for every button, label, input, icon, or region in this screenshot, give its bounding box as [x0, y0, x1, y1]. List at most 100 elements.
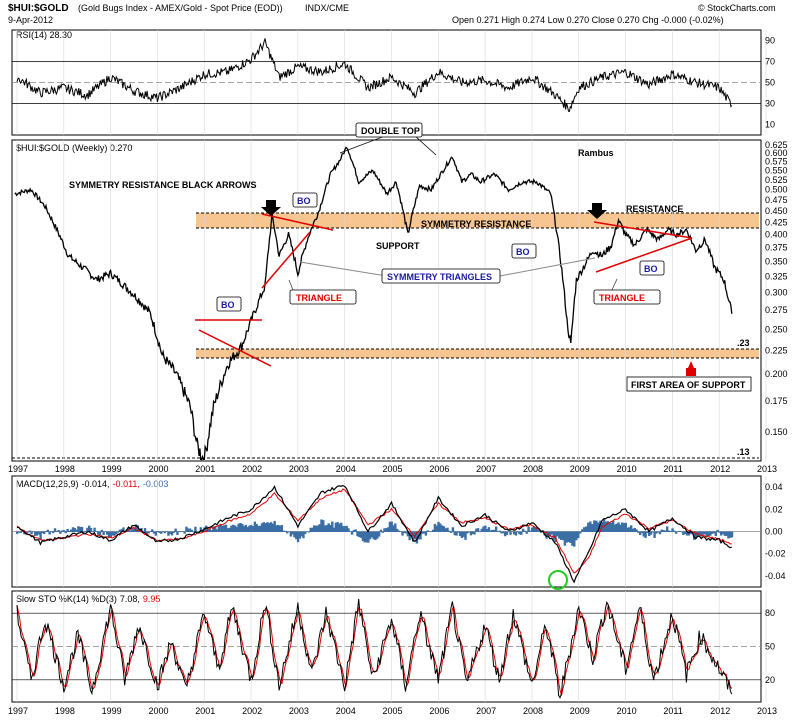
macd-histogram-bar	[48, 531, 51, 535]
macd-histogram-bar	[91, 531, 95, 533]
bo-label-4: BO	[644, 264, 658, 274]
macd-histogram-bar	[512, 531, 516, 535]
macd-histogram-bar	[152, 531, 156, 534]
macd-histogram-bar	[158, 531, 161, 534]
triangle-right-upper-line	[593, 221, 693, 239]
macd-histogram-bar	[642, 531, 645, 537]
macd-histogram-bar	[115, 531, 118, 535]
x-tick-label-lower: 1997	[8, 706, 28, 716]
macd-histogram-bar	[431, 529, 435, 532]
x-tick-label-upper: 2006	[429, 464, 449, 474]
macd-histogram-bar	[167, 531, 170, 536]
macd-histogram-bar	[323, 525, 327, 532]
macd-histogram-bar	[554, 531, 557, 543]
macd-histogram-bar	[291, 531, 294, 535]
sto-title: Slow STO %K(14) %D(3) 7.08, 9.95	[16, 594, 160, 604]
macd-histogram-bar	[73, 527, 77, 532]
triangle-left-label: TRIANGLE	[296, 293, 342, 303]
macd-histogram-bar	[327, 523, 330, 532]
macd-histogram-bar	[329, 525, 332, 532]
macd-histogram-bar	[106, 531, 109, 535]
x-tick-label-lower: 2012	[710, 706, 730, 716]
macd-value-2: -0.011,	[113, 479, 140, 489]
macd-histogram-bar	[266, 522, 269, 532]
macd-histogram-bar	[257, 525, 260, 532]
macd-histogram-bar	[50, 531, 53, 532]
macd-histogram-bar	[102, 531, 105, 535]
macd-histogram-bar	[314, 525, 318, 532]
macd-histogram-bar	[462, 531, 465, 537]
macd-histogram-bar	[484, 525, 487, 532]
macd-histogram-bar	[334, 522, 338, 532]
stockcharts-watermark: © StockCharts.com	[698, 3, 776, 13]
macd-histogram-bar	[624, 522, 627, 532]
macd-histogram-bar	[525, 531, 528, 534]
macd-title: MACD(12,26,9) -0.014, -0.011, -0.003	[16, 479, 168, 489]
macd-histogram-bar	[545, 531, 548, 539]
macd-histogram-bar	[392, 525, 395, 532]
macd-histogram-bar	[336, 522, 339, 532]
macd-histogram-bar	[379, 529, 383, 532]
rsi-title: RSI(14) 28.30	[16, 30, 72, 40]
macd-histogram-bar	[496, 531, 500, 532]
macd-histogram-bar	[440, 525, 444, 532]
macd-histogram-bar	[475, 528, 478, 532]
price-y-tick-label: 0.325	[765, 271, 788, 281]
macd-histogram-bar	[705, 531, 708, 537]
price-y-tick-label: 0.500	[765, 185, 788, 195]
macd-histogram-bar	[415, 531, 419, 544]
macd-histogram-bar	[403, 531, 406, 534]
macd-histogram-bar	[406, 531, 410, 537]
macd-histogram-bar	[275, 525, 278, 532]
macd-histogram-bar	[633, 527, 636, 532]
bo-box-1	[216, 296, 242, 312]
macd-histogram-bar	[271, 523, 275, 532]
x-tick-label-lower: 2009	[570, 706, 590, 716]
macd-histogram-bar	[534, 527, 537, 532]
macd-histogram-bar	[185, 526, 188, 532]
macd-histogram-bar	[169, 531, 172, 534]
x-tick-label-lower: 2001	[195, 706, 215, 716]
x-tick-label-lower: 2000	[148, 706, 168, 716]
macd-histogram-bar	[476, 528, 480, 532]
macd-histogram-bar	[430, 531, 433, 532]
price-y-tick-label: 0.175	[765, 396, 788, 406]
macd-histogram-bar	[523, 530, 527, 532]
macd-histogram-bar	[428, 531, 431, 532]
macd-histogram-bar	[478, 531, 482, 533]
macd-histogram-bar	[100, 529, 104, 532]
macd-histogram-bar	[53, 528, 57, 532]
macd-title-prefix: MACD(12,26,9)	[16, 479, 79, 489]
macd-histogram-bar	[714, 531, 717, 537]
macd-histogram-bar	[532, 526, 536, 532]
macd-histogram-bar	[156, 531, 159, 532]
macd-histogram-bar	[573, 531, 576, 547]
x-tick-label-lower: 2005	[383, 706, 403, 716]
macd-histogram-bar	[399, 531, 402, 532]
macd-histogram-bar	[613, 524, 617, 532]
macd-histogram-bar	[345, 525, 348, 532]
macd-histogram-bar	[230, 525, 233, 532]
macd-histogram-bar	[442, 526, 446, 532]
macd-histogram-bar	[250, 524, 253, 532]
macd-histogram-bar	[215, 529, 219, 532]
macd-histogram-bar	[354, 529, 357, 532]
macd-histogram-bar	[343, 526, 347, 532]
macd-histogram-bar	[93, 527, 96, 532]
macd-histogram-bar	[374, 531, 377, 541]
macd-histogram-bar	[325, 525, 329, 532]
macd-histogram-bar	[269, 522, 273, 532]
macd-histogram-bar	[493, 529, 496, 532]
macd-histogram-bar	[46, 529, 50, 532]
macd-histogram-bar	[660, 529, 663, 532]
macd-histogram-bar	[656, 531, 660, 533]
macd-histogram-bar	[174, 528, 177, 532]
macd-histogram-bar	[662, 530, 665, 532]
macd-histogram-bar	[725, 531, 728, 536]
bo-box-3	[511, 243, 537, 259]
macd-histogram-bar	[181, 531, 185, 532]
macd-histogram-bar	[631, 528, 635, 532]
macd-histogram-bar	[471, 531, 474, 535]
macd-histogram-bar	[253, 521, 257, 532]
